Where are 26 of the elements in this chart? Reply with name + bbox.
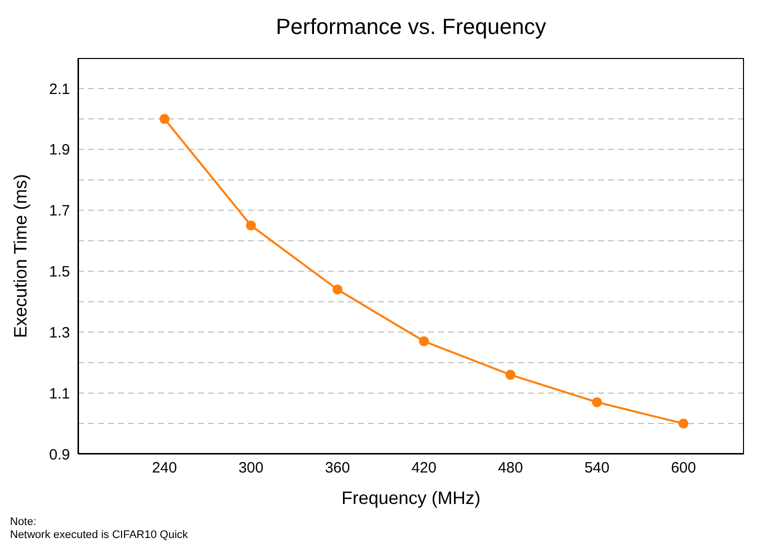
point: [418, 336, 429, 346]
x-tick-label: 480: [498, 460, 523, 477]
x-tick-label: 360: [324, 460, 350, 477]
x-tick-label: 420: [411, 460, 436, 477]
x-tick-label: 300: [238, 460, 264, 477]
y-tick-label: 0.9: [49, 446, 70, 464]
point: [505, 370, 516, 380]
x-tick-label: 240: [152, 460, 178, 477]
point: [678, 418, 688, 429]
y-tick-label: 1.5: [49, 264, 70, 281]
point: [592, 397, 602, 408]
text: Note:: [10, 516, 38, 529]
y-tick-label: 1.1: [49, 385, 70, 402]
x-tick-label: 540: [584, 460, 610, 477]
point: [159, 114, 170, 124]
x-axis-title: Frequency (MHz): [341, 488, 481, 508]
y-axis-title: Execution Time (ms): [10, 174, 30, 338]
text: Network executed is CIFAR10 Quick: [10, 529, 188, 542]
x-tick-label: 600: [670, 460, 696, 477]
y-tick-label: 1.7: [49, 202, 70, 220]
point: [332, 284, 342, 295]
y-tick-label: 2.1: [49, 80, 70, 98]
y-tick-label: 1.3: [49, 324, 70, 342]
point: [246, 220, 256, 231]
chart-title: Performance vs. Frequency: [274, 14, 548, 40]
y-tick-label: 1.9: [49, 142, 70, 159]
